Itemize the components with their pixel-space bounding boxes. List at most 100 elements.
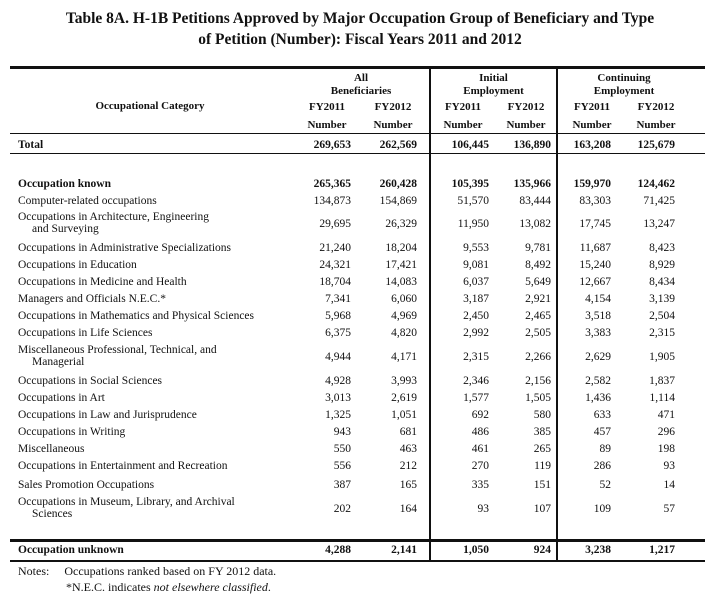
row-label: Occupations in Architecture, Engineering… xyxy=(18,211,278,235)
cell-value: 163,208 xyxy=(573,139,611,151)
cell-value: 89 xyxy=(599,443,612,455)
row-label-line: Occupations in Administrative Specializa… xyxy=(18,242,232,254)
cell-value: 269,653 xyxy=(313,139,351,151)
unit-header: Number xyxy=(572,119,612,131)
cell-value: 461 xyxy=(471,443,489,455)
notes-line-2-end: . xyxy=(267,580,271,594)
row-label: Occupations in Art xyxy=(18,392,278,404)
row-label-line: Occupation known xyxy=(18,178,111,190)
cell-value: 1,114 xyxy=(649,392,675,404)
cell-value: 4,171 xyxy=(391,351,417,363)
cell-value: 5,968 xyxy=(325,310,351,322)
cell-value: 3,238 xyxy=(585,544,611,556)
unit-header: Number xyxy=(443,119,483,131)
cell-value: 2,315 xyxy=(463,351,489,363)
cell-value: 2,156 xyxy=(525,375,551,387)
cell-value: 2,315 xyxy=(649,327,675,339)
cell-value: 2,921 xyxy=(525,293,551,305)
header-rule xyxy=(10,133,705,134)
cell-value: 2,505 xyxy=(525,327,551,339)
cell-value: 212 xyxy=(399,460,417,472)
cell-value: 2,465 xyxy=(525,310,551,322)
cell-value: 154,869 xyxy=(379,195,417,207)
cell-value: 83,303 xyxy=(579,195,611,207)
year-header: FY2011 xyxy=(308,101,346,113)
cell-value: 1,051 xyxy=(391,409,417,421)
cell-value: 134,873 xyxy=(313,195,351,207)
unit-header: Number xyxy=(636,119,676,131)
cell-value: 164 xyxy=(399,503,417,515)
cell-value: 1,505 xyxy=(525,392,551,404)
row-label-line: Occupations in Law and Jurisprudence xyxy=(18,409,197,421)
cell-value: 9,781 xyxy=(525,242,551,254)
cell-value: 486 xyxy=(471,426,489,438)
notes-line-2-start: *N.E.C. indicates xyxy=(66,580,154,594)
cell-value: 2,346 xyxy=(463,375,489,387)
cell-value: 270 xyxy=(471,460,489,472)
cell-value: 1,577 xyxy=(463,392,489,404)
cell-value: 4,820 xyxy=(391,327,417,339)
cell-value: 2,504 xyxy=(649,310,675,322)
row-label-line: Occupations in Mathematics and Physical … xyxy=(18,310,255,322)
cell-value: 159,970 xyxy=(573,178,611,190)
cell-value: 2,582 xyxy=(585,375,611,387)
row-label-line: Managers and Officials N.E.C.* xyxy=(18,293,166,305)
cell-value: 385 xyxy=(533,426,551,438)
cell-value: 135,966 xyxy=(513,178,551,190)
row-label-line: Occupations in Social Sciences xyxy=(18,375,163,387)
cell-value: 2,992 xyxy=(463,327,489,339)
cell-value: 93 xyxy=(477,503,490,515)
cell-value: 8,434 xyxy=(649,276,675,288)
cell-value: 109 xyxy=(593,503,611,515)
cell-value: 124,462 xyxy=(637,178,675,190)
cell-value: 14,083 xyxy=(385,276,417,288)
cell-value: 3,993 xyxy=(391,375,417,387)
cell-value: 286 xyxy=(593,460,611,472)
cell-value: 21,240 xyxy=(319,242,351,254)
row-label: Miscellaneous Professional, Technical, a… xyxy=(18,344,278,368)
column-divider-1 xyxy=(429,68,431,561)
cell-value: 335 xyxy=(471,479,489,491)
row-label: Occupations in Museum, Library, and Arch… xyxy=(18,496,278,520)
notes-line-1: Occupations ranked based on FY 2012 data… xyxy=(64,564,277,578)
cell-value: 51,570 xyxy=(457,195,489,207)
cell-value: 6,375 xyxy=(325,327,351,339)
cell-value: 9,081 xyxy=(463,259,489,271)
row-label: Occupation known xyxy=(18,178,278,190)
column-divider-2 xyxy=(556,68,558,561)
cell-value: 7,341 xyxy=(325,293,351,305)
cell-value: 83,444 xyxy=(519,195,551,207)
cell-value: 580 xyxy=(533,409,551,421)
total-rule xyxy=(10,153,705,154)
cell-value: 8,929 xyxy=(649,259,675,271)
cell-value: 556 xyxy=(333,460,351,472)
year-header: FY2011 xyxy=(444,101,482,113)
table-notes: Notes: Occupations ranked based on FY 20… xyxy=(18,563,276,595)
cell-value: 26,329 xyxy=(385,218,417,230)
cell-value: 17,745 xyxy=(579,218,611,230)
year-header: FY2012 xyxy=(507,101,545,113)
cell-value: 4,154 xyxy=(585,293,611,305)
row-label-line: Computer-related occupations xyxy=(18,195,157,207)
cell-value: 550 xyxy=(333,443,351,455)
cell-value: 8,423 xyxy=(649,242,675,254)
row-label-line: Occupations in Writing xyxy=(18,426,126,438)
row-label-line: Occupations in Art xyxy=(18,392,105,404)
unit-header: Number xyxy=(373,119,413,131)
cell-value: 136,890 xyxy=(513,139,551,151)
group-all-beneficiaries: All Beneficiaries xyxy=(330,72,392,97)
cell-value: 17,421 xyxy=(385,259,417,271)
cell-value: 11,950 xyxy=(457,218,489,230)
year-header: FY2012 xyxy=(637,101,675,113)
row-label-line: Occupation unknown xyxy=(18,544,124,556)
row-label: Occupations in Medicine and Health xyxy=(18,276,278,288)
cell-value: 1,436 xyxy=(585,392,611,404)
cell-value: 71,425 xyxy=(643,195,675,207)
row-label: Occupations in Life Sciences xyxy=(18,327,278,339)
cell-value: 2,619 xyxy=(391,392,417,404)
cell-value: 3,139 xyxy=(649,293,675,305)
cell-value: 165 xyxy=(399,479,417,491)
cell-value: 1,217 xyxy=(649,544,675,556)
cell-value: 1,325 xyxy=(325,409,351,421)
row-label-line: Sales Promotion Occupations xyxy=(18,479,155,491)
